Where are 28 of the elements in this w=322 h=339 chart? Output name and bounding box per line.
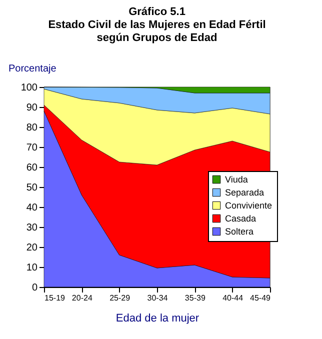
y-tick-label: 90 — [26, 102, 38, 114]
legend-label: Separada — [225, 188, 264, 198]
x-tick-label: 20-24 — [72, 294, 93, 302]
legend-label: Conviviente — [225, 200, 272, 210]
text: Gráfico 5.1 — [128, 6, 186, 18]
y-tick-label: 0 — [32, 282, 38, 294]
x-tick-label: 15-19 — [44, 294, 66, 302]
legend-label: Soltera — [225, 226, 254, 236]
x-tick-label: 25-29 — [110, 294, 131, 302]
y-tick-label: 100 — [20, 82, 38, 94]
x-tick-label: 35-39 — [184, 294, 206, 302]
x-tick-label: 40-44 — [222, 294, 244, 302]
y-tick-label: 60 — [26, 162, 38, 174]
text: Estado Civil de las Mujeres en Edad Fértil — [48, 19, 266, 31]
legend-label: Viuda — [225, 174, 248, 184]
x-tick-label: 45-49 — [250, 294, 272, 302]
x-tick-label: 30-34 — [147, 294, 168, 302]
legend-label: Casada — [225, 214, 256, 224]
y-tick-label: 20 — [26, 242, 38, 254]
y-tick-label: 50 — [26, 182, 38, 194]
y-tick-label: 70 — [26, 142, 38, 154]
y-tick-label: 30 — [26, 222, 38, 234]
y-axis-title: Porcentaje — [8, 64, 57, 74]
x-axis-title: Edad de la mujer — [116, 312, 200, 324]
y-tick-label: 40 — [26, 202, 38, 214]
text: según Grupos de Edad — [96, 32, 218, 44]
y-tick-label: 80 — [26, 122, 38, 134]
y-tick-label: 10 — [26, 262, 38, 274]
